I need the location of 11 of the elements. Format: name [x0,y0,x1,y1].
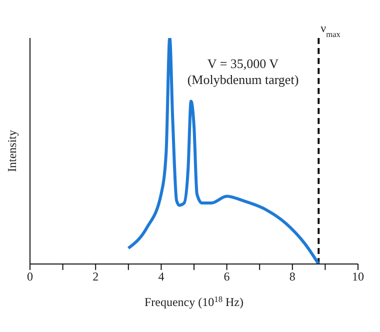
x-tick-label: 8 [289,270,296,284]
x-tick-label: 2 [92,270,99,284]
x-tick-label: 4 [158,270,164,284]
x-axis-title: Frequency (10$^{18}$ Hz) [144,294,244,309]
annotation: V = 35,000 V [206,56,280,72]
x-tick-label: 10 [352,270,364,284]
x-tick-label: 6 [224,270,230,284]
y-axis-title: Intensity [5,130,19,172]
ref-line-label: ν$_{max}$ [320,21,342,38]
annotation: (Molybdenum target) [186,72,300,88]
x-tick-label: 0 [27,270,33,284]
